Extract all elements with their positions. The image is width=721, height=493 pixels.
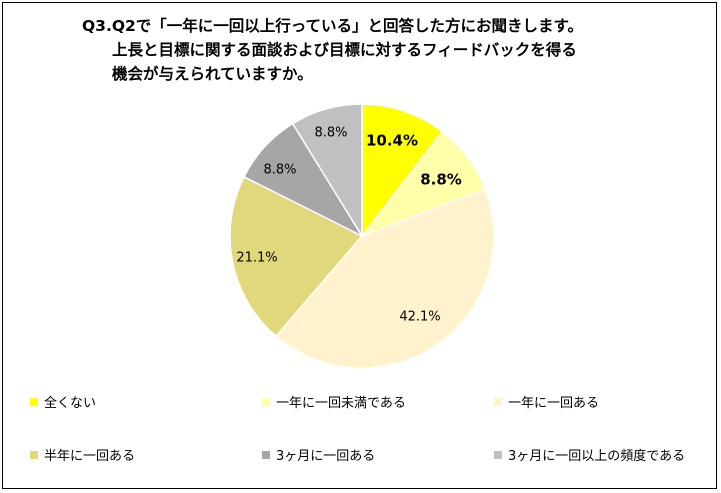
slice-data-label: 8.8%: [314, 126, 347, 141]
title-line-2: 上長と目標に関する面談および目標に対するフィードバックを得る: [112, 41, 577, 59]
slice-data-label: 21.1%: [236, 251, 277, 266]
pie-slice: [274, 187, 495, 369]
chart-frame: [2, 2, 717, 489]
pie-slice: [361, 103, 444, 239]
title-line-1: Q3.Q2で「一年に一回以上行っている」と回答した方にお聞きします。: [82, 17, 583, 35]
title-line-3: 機会が与えられていますか。: [112, 65, 313, 83]
pie-slice: [291, 103, 363, 239]
slice-data-label: 42.1%: [399, 310, 440, 325]
slice-data-label: 8.8%: [420, 171, 462, 189]
slice-data-label: 10.4%: [366, 132, 418, 150]
pie-slice: [229, 175, 364, 338]
slice-data-label: 8.8%: [263, 163, 296, 178]
